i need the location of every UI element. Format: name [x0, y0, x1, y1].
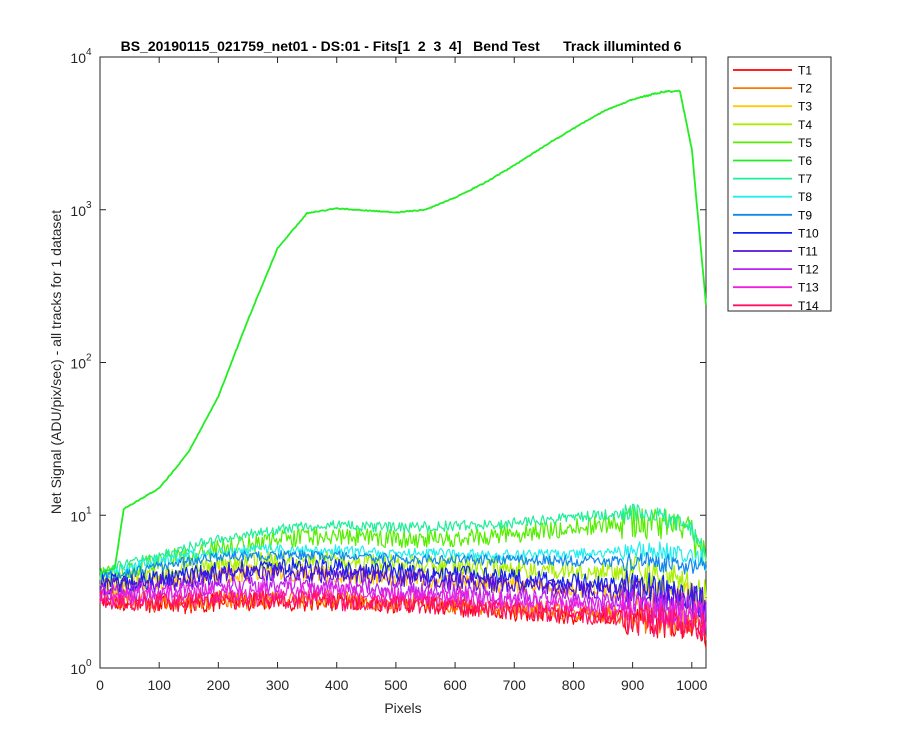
y-tick-base: 10 — [70, 203, 86, 219]
legend-label: T5 — [798, 136, 812, 150]
chart-title: BS_20190115_021759_net01 - DS:01 - Fits[… — [121, 38, 682, 54]
legend-label: T6 — [798, 154, 812, 168]
y-tick-exponent: 2 — [86, 353, 92, 364]
series-line-t11 — [99, 563, 707, 621]
y-tick-base: 10 — [70, 50, 86, 66]
x-tick-label: 400 — [325, 677, 349, 693]
x-tick-label: 900 — [621, 677, 645, 693]
legend-item-t12: T12 — [733, 263, 819, 277]
series-line-t7 — [99, 503, 707, 577]
legend-label: T4 — [798, 118, 812, 132]
legend-label: T12 — [798, 263, 819, 277]
legend-item-t9: T9 — [733, 208, 812, 222]
y-tick-base: 10 — [70, 661, 86, 677]
legend-item-t5: T5 — [733, 136, 812, 150]
y-tick-base: 10 — [70, 356, 86, 372]
y-tick-exponent: 3 — [86, 200, 92, 211]
legend-label: T2 — [798, 82, 812, 96]
series-line-t14 — [99, 590, 707, 641]
legend-item-t13: T13 — [733, 281, 819, 295]
series-line-t12 — [99, 575, 707, 629]
legend-label: T11 — [798, 245, 818, 259]
legend-item-t8: T8 — [733, 190, 812, 204]
x-tick-label: 200 — [207, 677, 231, 693]
legend-item-t4: T4 — [733, 118, 812, 132]
x-tick-label: 300 — [266, 677, 290, 693]
legend-label: T8 — [798, 190, 812, 204]
y-tick-exponent: 1 — [86, 505, 92, 516]
y-tick-label: 10 2 — [70, 353, 92, 372]
x-tick-label: 600 — [443, 677, 467, 693]
x-axis-label: Pixels — [384, 700, 421, 716]
y-tick-label: 10 1 — [70, 505, 92, 524]
series-line-t8 — [99, 541, 707, 579]
legend-item-t10: T10 — [733, 226, 819, 240]
y-axis-label: Net Signal (ADU/pix/sec) - all tracks fo… — [48, 210, 64, 514]
y-tick-exponent: 0 — [86, 658, 92, 669]
series-layer — [99, 89, 707, 648]
y-tick-label: 10 3 — [70, 200, 92, 219]
y-tick-label: 10 4 — [70, 47, 92, 66]
y-tick-label: 10 0 — [70, 658, 92, 677]
x-tick-label: 100 — [148, 677, 172, 693]
legend-item-t1: T1 — [733, 64, 812, 78]
legend-item-t2: T2 — [733, 82, 812, 96]
legend-label: T7 — [798, 172, 812, 186]
y-tick-exponent: 4 — [86, 47, 92, 58]
legend-item-t3: T3 — [733, 100, 812, 114]
legend-item-t6: T6 — [733, 154, 812, 168]
legend-label: T13 — [798, 281, 819, 295]
legend-item-t7: T7 — [733, 172, 812, 186]
legend-items: T1 T2 T3 T4 T5 T6 T7 T8 T9 T10 T11 T12 T13 T14 — [733, 64, 819, 313]
x-tick-label: 500 — [384, 677, 408, 693]
legend-item-t14: T14 — [733, 299, 819, 313]
y-tick-base: 10 — [70, 508, 86, 524]
series-line-t6 — [99, 89, 707, 574]
legend-label: T3 — [798, 100, 812, 114]
legend-item-t11: T11 — [733, 245, 818, 259]
legend-label: T9 — [798, 208, 812, 222]
x-tick-label: 0 — [96, 677, 104, 693]
x-tick-label: 1000 — [676, 677, 707, 693]
legend-label: T10 — [798, 226, 819, 240]
series-line-t10 — [99, 557, 707, 615]
x-tick-label: 800 — [562, 677, 586, 693]
series-line-t9 — [99, 549, 707, 582]
legend: T1 T2 T3 T4 T5 T6 T7 T8 T9 T10 T11 T12 T13 T14 — [727, 56, 832, 313]
legend-label: T14 — [798, 299, 819, 313]
legend-label: T1 — [798, 64, 812, 78]
x-tick-label: 700 — [503, 677, 527, 693]
